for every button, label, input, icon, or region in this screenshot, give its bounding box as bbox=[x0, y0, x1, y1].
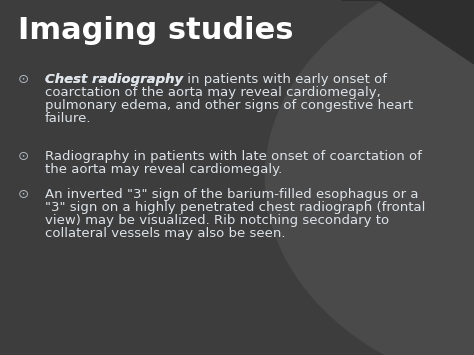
Text: Chest radiography: Chest radiography bbox=[45, 73, 183, 86]
Text: ⊙: ⊙ bbox=[18, 150, 29, 163]
Text: ⊙: ⊙ bbox=[18, 73, 29, 86]
Text: An inverted "3" sign of the barium-filled esophagus or a: An inverted "3" sign of the barium-fille… bbox=[45, 188, 419, 201]
Text: view) may be visualized. Rib notching secondary to: view) may be visualized. Rib notching se… bbox=[45, 214, 389, 227]
Polygon shape bbox=[265, 0, 474, 355]
Text: "3" sign on a highly penetrated chest radiograph (frontal: "3" sign on a highly penetrated chest ra… bbox=[45, 201, 425, 214]
Text: Chest radiography: Chest radiography bbox=[45, 73, 183, 86]
Text: failure.: failure. bbox=[45, 112, 91, 125]
Polygon shape bbox=[341, 0, 474, 64]
Text: Imaging studies: Imaging studies bbox=[18, 16, 293, 45]
Text: the aorta may reveal cardiomegaly.: the aorta may reveal cardiomegaly. bbox=[45, 163, 283, 176]
Text: collateral vessels may also be seen.: collateral vessels may also be seen. bbox=[45, 228, 285, 240]
Text: ⊙: ⊙ bbox=[18, 188, 29, 201]
Text: in patients with early onset of: in patients with early onset of bbox=[183, 73, 387, 86]
Text: pulmonary edema, and other signs of congestive heart: pulmonary edema, and other signs of cong… bbox=[45, 99, 413, 112]
Text: coarctation of the aorta may reveal cardiomegaly,: coarctation of the aorta may reveal card… bbox=[45, 86, 381, 99]
Text: Radiography in patients with late onset of coarctation of: Radiography in patients with late onset … bbox=[45, 150, 422, 163]
